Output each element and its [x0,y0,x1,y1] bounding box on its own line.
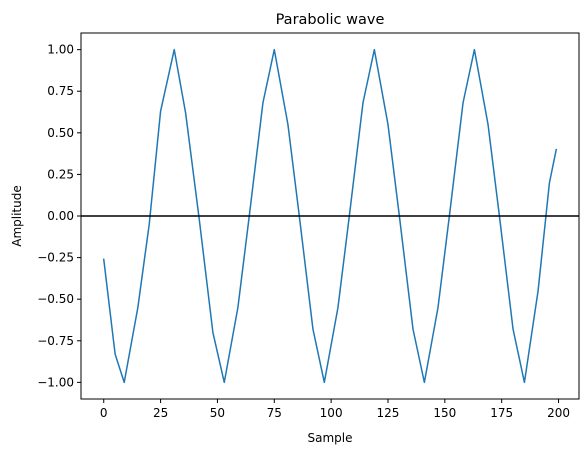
x-tick-label: 50 [210,406,225,420]
y-tick-label: −1.00 [37,375,74,389]
y-tick-label: 1.00 [47,43,74,57]
y-tick-label: −0.50 [37,292,74,306]
y-tick-label: 0.00 [47,209,74,223]
x-tick-label: 200 [547,406,570,420]
x-tick-label: 100 [320,406,343,420]
y-tick-label: 0.50 [47,126,74,140]
y-tick-label: −0.75 [37,334,74,348]
y-axis-label: Amplitude [10,185,24,247]
x-tick-label: 75 [267,406,282,420]
y-tick-label: −0.25 [37,251,74,265]
plot-area: 0 25 50 75 100 125 150 175 200 −1.00 −0.75 −0.50 −0.… [37,43,579,420]
x-tick-label: 125 [377,406,400,420]
chart-title: Parabolic wave [276,12,385,28]
x-tick-label: 175 [490,406,513,420]
plot-frame [80,32,580,400]
x-tick-label: 25 [153,406,168,420]
y-tick-label: 0.25 [47,167,74,181]
x-axis-label: Sample [308,431,353,445]
x-tick-label: 150 [433,406,456,420]
series-line [102,48,558,384]
x-tick-label: 0 [100,406,108,420]
y-tick-label: 0.75 [47,84,74,98]
